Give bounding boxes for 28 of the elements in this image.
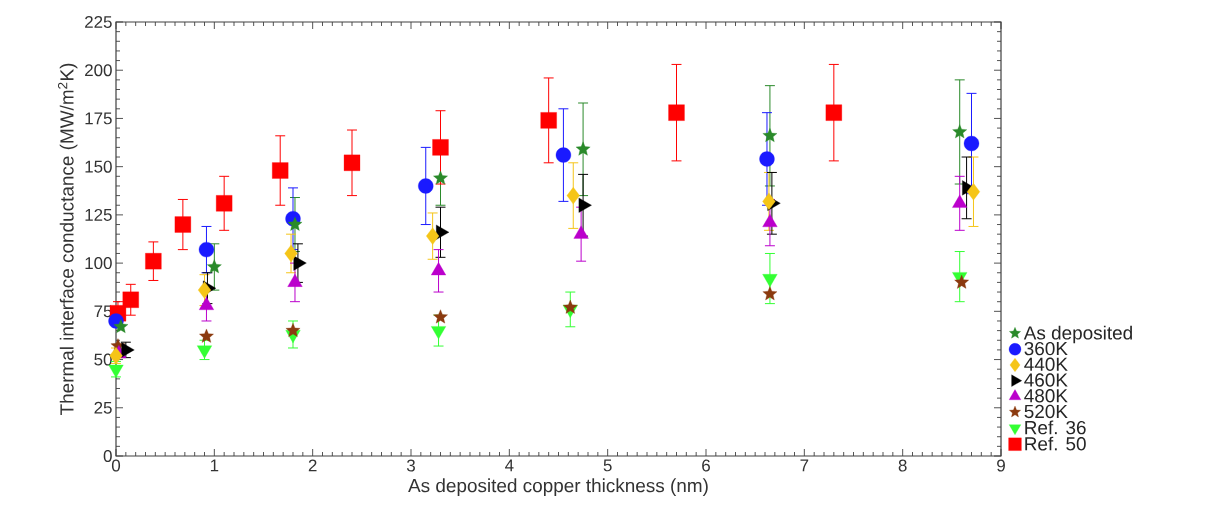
legend-label: Ref. 36 bbox=[1025, 420, 1086, 435]
legend-label: 520K bbox=[1024, 404, 1068, 419]
y-tick-label: 175 bbox=[85, 112, 112, 125]
legend-label: 460K bbox=[1024, 373, 1068, 387]
x-tick-label: 8 bbox=[898, 459, 907, 472]
y-tick-label: 50 bbox=[94, 353, 112, 366]
y-tick-label: 150 bbox=[85, 160, 112, 173]
x-tick-label: 4 bbox=[505, 459, 514, 472]
legend-label: 440K bbox=[1024, 357, 1068, 372]
y-tick-label: 225 bbox=[85, 16, 112, 28]
x-tick-label: 0 bbox=[111, 459, 121, 472]
x-tick-label: 1 bbox=[210, 459, 219, 472]
legend-label: 360K bbox=[1024, 341, 1068, 356]
x-tick-label: 6 bbox=[702, 459, 710, 472]
x-tick-label: 9 bbox=[997, 459, 1005, 472]
x-tick-label: 5 bbox=[603, 459, 612, 472]
y-tick-label: 125 bbox=[85, 208, 112, 221]
legend-label: Ref. 50 bbox=[1025, 436, 1086, 451]
x-axis-title: As deposited copper thickness (nm) bbox=[408, 478, 708, 496]
x-tick-label: 2 bbox=[308, 459, 317, 472]
y-tick-label: 0 bbox=[103, 450, 112, 462]
x-tick-label: 3 bbox=[406, 459, 415, 472]
legend-label: 480K bbox=[1024, 389, 1068, 403]
y-axis-title: Thermal interface conductance (MW/m$^{2}$K) bbox=[57, 63, 78, 416]
y-tick-label: 25 bbox=[94, 401, 112, 414]
x-tick-label: 7 bbox=[800, 459, 809, 472]
y-tick-label: 200 bbox=[85, 64, 112, 77]
y-tick-label: 100 bbox=[85, 257, 112, 270]
